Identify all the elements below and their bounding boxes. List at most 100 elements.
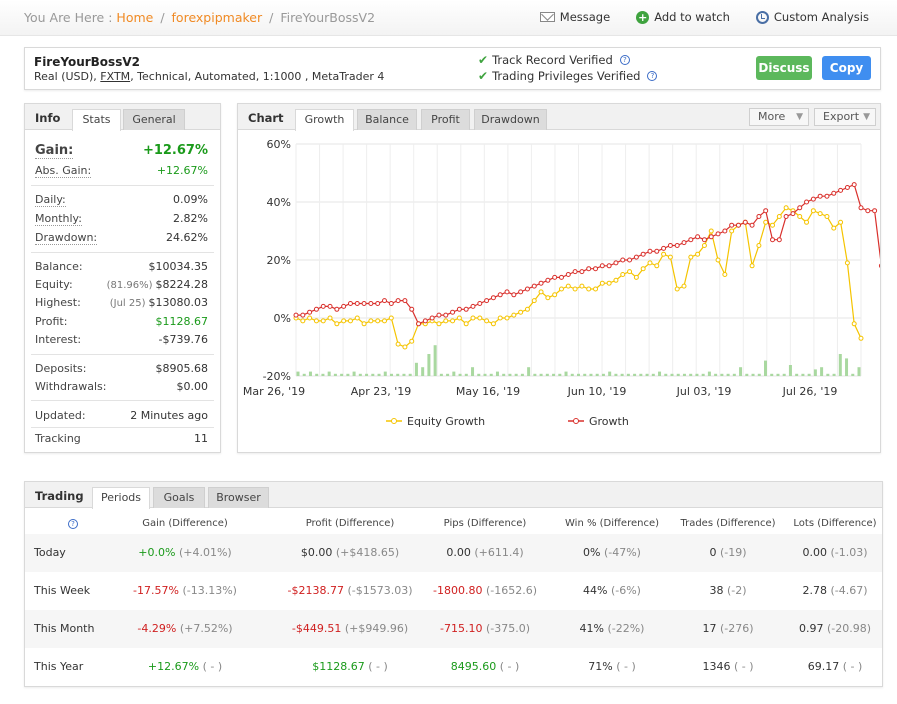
tab-general[interactable]: General bbox=[123, 109, 185, 130]
data-point bbox=[409, 338, 415, 344]
tab-stats[interactable]: Stats bbox=[72, 109, 121, 131]
data-point bbox=[347, 318, 353, 324]
cell-value: +0.0% bbox=[138, 546, 176, 559]
data-point bbox=[844, 185, 850, 190]
cell-lots: 0.97 (-20.98) bbox=[755, 622, 897, 635]
y-tick-label: -20% bbox=[263, 370, 291, 383]
data-point bbox=[300, 318, 306, 324]
broker-link[interactable]: FXTM bbox=[100, 70, 131, 83]
volume-bar bbox=[439, 373, 443, 376]
data-point bbox=[388, 315, 394, 321]
tracking-row: Tracking 11 bbox=[35, 432, 208, 445]
volume-bar bbox=[851, 373, 855, 376]
discuss-button[interactable]: Discuss bbox=[756, 56, 812, 80]
data-point bbox=[599, 280, 605, 286]
volume-bar bbox=[433, 345, 437, 376]
x-tick-label: Mar 26, '19 bbox=[243, 385, 305, 398]
data-point bbox=[477, 301, 483, 306]
breadcrumb-separator: / bbox=[269, 10, 274, 25]
data-point bbox=[695, 234, 701, 240]
interest-value: -$739.76 bbox=[158, 333, 208, 346]
cell-value: 17 bbox=[702, 622, 717, 635]
chevron-down-icon: ▼ bbox=[796, 112, 803, 122]
cell-value: 71% bbox=[588, 660, 613, 673]
track-record-label: Track Record Verified bbox=[492, 53, 613, 67]
column-header-pips: Pips (Difference) bbox=[443, 518, 527, 529]
tab-periods[interactable]: Periods bbox=[92, 487, 150, 509]
cell-difference: (-20.98) bbox=[826, 622, 872, 635]
data-point bbox=[552, 274, 558, 280]
period-label: Today bbox=[34, 546, 66, 559]
data-point bbox=[368, 301, 374, 306]
volume-bar bbox=[527, 367, 531, 376]
volume-bar bbox=[720, 373, 724, 376]
cell-value: -4.29% bbox=[137, 622, 177, 635]
data-point bbox=[477, 315, 483, 321]
chart-title: Chart bbox=[248, 111, 284, 125]
data-point bbox=[606, 263, 612, 269]
data-point bbox=[708, 228, 714, 234]
data-point bbox=[470, 315, 476, 321]
volume-bar bbox=[682, 373, 686, 376]
data-point bbox=[749, 222, 755, 228]
data-point bbox=[633, 274, 639, 280]
tab-drawdown[interactable]: Drawdown bbox=[474, 109, 547, 130]
tab-goals[interactable]: Goals bbox=[153, 487, 205, 508]
data-point bbox=[422, 318, 428, 324]
data-point bbox=[838, 219, 844, 225]
help-icon[interactable]: ? bbox=[619, 55, 630, 65]
volume-bar bbox=[726, 373, 730, 376]
tab-browser[interactable]: Browser bbox=[208, 487, 269, 508]
volume-bar bbox=[633, 373, 637, 376]
data-point bbox=[613, 260, 619, 266]
data-point bbox=[667, 254, 673, 260]
volume-bar bbox=[788, 365, 792, 376]
cell-difference: (-6%) bbox=[610, 584, 641, 597]
more-dropdown[interactable]: More ▼ bbox=[749, 108, 809, 126]
data-point bbox=[443, 312, 449, 318]
volume-bar bbox=[427, 354, 431, 376]
message-link[interactable]: Message bbox=[539, 10, 610, 24]
help-icon[interactable]: ? bbox=[647, 71, 658, 81]
period-label: This Month bbox=[34, 622, 95, 635]
data-point bbox=[783, 214, 789, 219]
data-point bbox=[381, 298, 387, 304]
info-panel: Info Stats General Gain: +12.67% Abs. Ga… bbox=[24, 103, 221, 453]
copy-button[interactable]: Copy bbox=[822, 56, 871, 80]
data-point bbox=[531, 298, 537, 304]
breadcrumb-home-link[interactable]: Home bbox=[116, 10, 154, 25]
custom-analysis-link[interactable]: Custom Analysis bbox=[755, 10, 869, 24]
tab-growth[interactable]: Growth bbox=[295, 109, 354, 131]
gain-row: Gain: +12.67% bbox=[35, 143, 208, 159]
balance-row: Balance: $10034.35 bbox=[35, 260, 208, 273]
data-point bbox=[579, 283, 585, 289]
cell-win: 0% (-47%) bbox=[532, 546, 692, 559]
volume-bar bbox=[764, 360, 767, 376]
volume-bar bbox=[502, 373, 506, 376]
data-point bbox=[838, 187, 844, 193]
daily-label: Daily: bbox=[35, 193, 66, 207]
cell-value: 38 bbox=[709, 584, 724, 597]
drawdown-value: 24.62% bbox=[166, 231, 208, 244]
volume-bar bbox=[402, 373, 406, 376]
help-icon[interactable]: ? bbox=[68, 519, 78, 529]
cell-difference: (+4.01%) bbox=[178, 546, 232, 559]
cell-difference: (+611.4) bbox=[474, 546, 524, 559]
export-dropdown[interactable]: Export ▼ bbox=[814, 108, 876, 126]
data-point bbox=[409, 306, 415, 312]
drawdown-row: Drawdown: 24.62% bbox=[35, 231, 208, 245]
data-point bbox=[851, 182, 857, 188]
updated-row: Updated: 2 Minutes ago bbox=[35, 409, 208, 422]
equity-label: Equity: bbox=[35, 278, 73, 291]
breadcrumb-parent-link[interactable]: forexpipmaker bbox=[171, 10, 263, 25]
cell-gain: +12.67% ( - ) bbox=[105, 660, 265, 673]
cell-value: 69.17 bbox=[807, 660, 840, 673]
add-to-watch-link[interactable]: + Add to watch bbox=[636, 10, 730, 24]
cell-value: 2.78 bbox=[802, 584, 827, 597]
tab-profit[interactable]: Profit bbox=[421, 109, 470, 130]
cell-difference: ( - ) bbox=[616, 660, 636, 673]
tab-balance[interactable]: Balance bbox=[357, 109, 417, 130]
data-point bbox=[770, 222, 776, 228]
volume-bar bbox=[589, 373, 593, 376]
highest-row: Highest: (Jul 25) $13080.03 bbox=[35, 296, 208, 309]
